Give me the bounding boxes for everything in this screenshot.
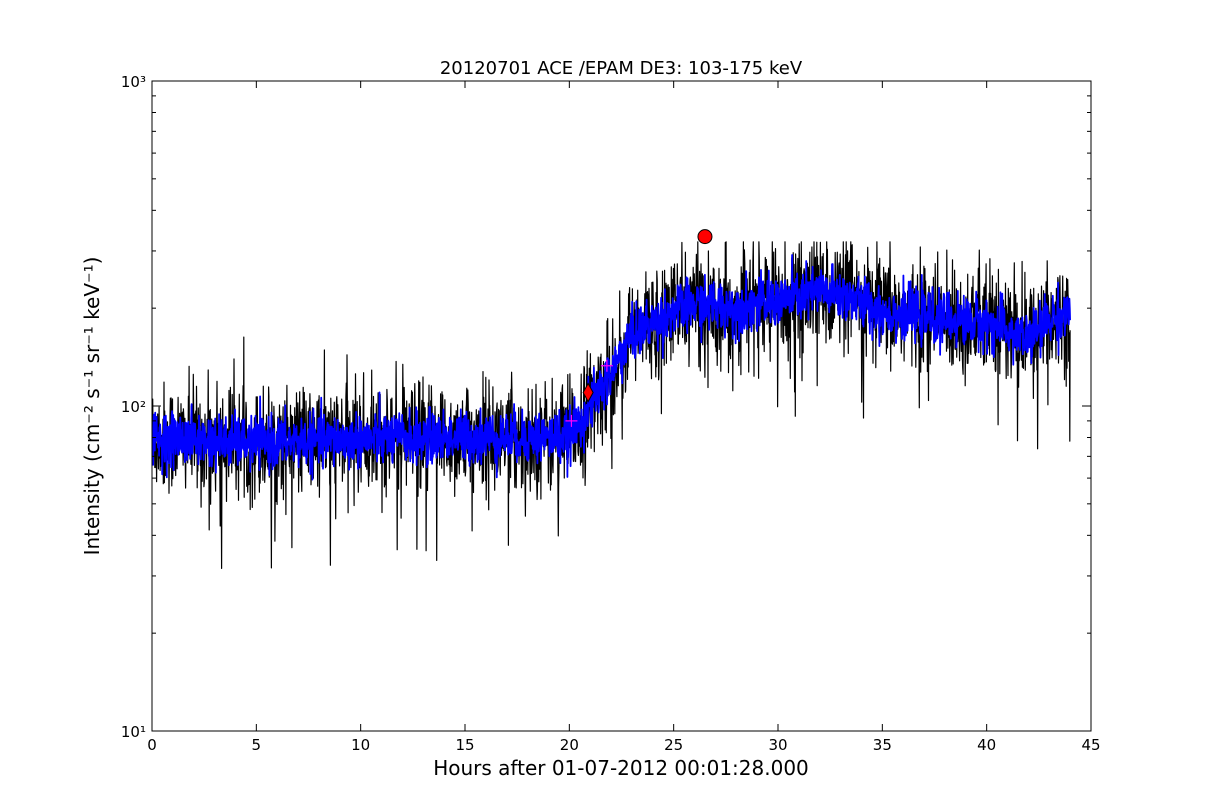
x-tick-label: 25 — [664, 736, 683, 754]
diamond-marker — [582, 382, 594, 403]
x-tick-label: 35 — [873, 736, 892, 754]
series-line-smoothed — [152, 254, 1071, 481]
marker-layer — [565, 229, 713, 427]
circle-marker — [697, 229, 713, 245]
series-layer — [152, 241, 1071, 569]
x-tick-label: 20 — [560, 736, 579, 754]
x-tick-label: 30 — [768, 736, 787, 754]
y-tick-label: 10¹ — [121, 723, 146, 741]
x-tick-label: 5 — [252, 736, 262, 754]
chart-title: 20120701 ACE /EPAM DE3: 103-175 keV — [440, 58, 803, 79]
x-axis-label: Hours after 01-07-2012 00:01:28.000 — [433, 756, 809, 780]
x-tick-label: 10 — [351, 736, 370, 754]
x-tick-label: 45 — [1081, 736, 1100, 754]
ticks-layer: 0 5 10 15 20 25 30 35 40 45 10¹ 10² 10³ — [121, 73, 1101, 754]
x-tick-label: 40 — [977, 736, 996, 754]
x-tick-label: 0 — [147, 736, 157, 754]
plus-marker-1 — [600, 359, 613, 372]
y-tick-label: 10² — [121, 398, 146, 416]
x-tick-label: 15 — [455, 736, 474, 754]
plus-marker-0 — [565, 414, 578, 427]
y-tick-label: 10³ — [121, 73, 146, 91]
y-axis-label: Intensity (cm⁻² s⁻¹ sr⁻¹ keV⁻¹) — [80, 257, 104, 556]
